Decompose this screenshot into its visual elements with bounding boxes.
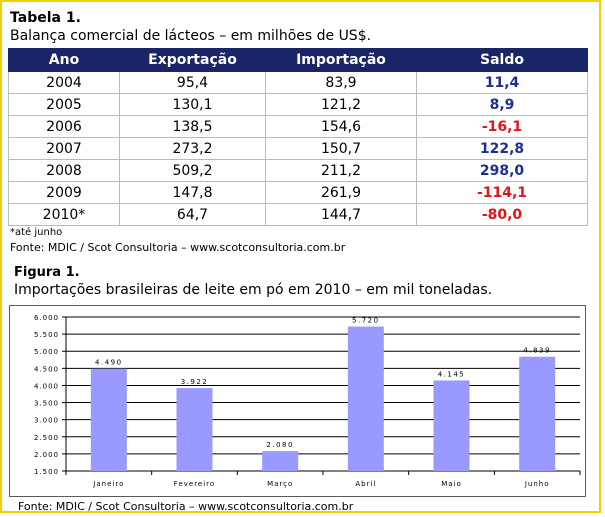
x-tick-label: Junho: [524, 480, 550, 488]
data-label: 4.490: [95, 359, 123, 367]
data-label: 3.922: [181, 378, 209, 386]
cell-exportacao: 138,5: [119, 115, 266, 138]
cell-ano: 2007: [8, 137, 120, 160]
cell-saldo: 122,8: [416, 137, 588, 160]
data-label: 4.145: [438, 370, 466, 378]
cell-importacao: 83,9: [265, 71, 417, 94]
cell-importacao: 211,2: [265, 159, 417, 182]
table-row: 2005 130,1 121,2 8,9: [8, 93, 588, 116]
cell-ano: 2004: [8, 71, 120, 94]
cell-ano: 2009: [8, 181, 120, 204]
cell-exportacao: 64,7: [119, 203, 266, 226]
chart-box: 1.500 2.000 2.500 3.000 3.500 4.000 4.500 5.000…: [9, 305, 586, 497]
header-importacao: Importação: [265, 48, 417, 72]
x-tick-label: Março: [267, 480, 293, 488]
y-tick-label: 3.500: [34, 400, 59, 408]
y-tick-label: 6.000: [34, 314, 59, 322]
table-row: 2007 273,2 150,7 122,8: [8, 137, 588, 160]
table-note: *até junho: [10, 227, 63, 238]
x-tick-label: Fevereiro: [174, 480, 215, 488]
figure-title: Figura 1.: [14, 265, 80, 280]
cell-saldo: -114,1: [416, 181, 588, 204]
cell-exportacao: 130,1: [119, 93, 266, 116]
table-row: 2004 95,4 83,9 11,4: [8, 71, 588, 94]
data-label: 5.720: [352, 317, 380, 325]
cell-ano: 2006: [8, 115, 120, 138]
header-exportacao: Exportação: [119, 48, 266, 72]
y-tick-label: 4.000: [34, 382, 59, 390]
bar: [519, 356, 556, 471]
table-header-row: Ano Exportação Importação Saldo: [8, 48, 588, 72]
trade-balance-table: Ano Exportação Importação Saldo 2004 95,4…: [8, 48, 588, 226]
cell-importacao: 261,9: [265, 181, 417, 204]
cell-exportacao: 95,4: [119, 71, 266, 94]
table-row: 2010* 64,7 144,7 -80,0: [8, 203, 588, 226]
y-tick-label: 5.500: [34, 331, 59, 339]
cell-saldo: -80,0: [416, 203, 588, 226]
cell-saldo: -16,1: [416, 115, 588, 138]
figure-source: Fonte: MDIC / Scot Consultoria – www.sco…: [18, 500, 354, 513]
bar: [176, 388, 213, 471]
table-row: 2009 147,8 261,9 -114,1: [8, 181, 588, 204]
cell-importacao: 150,7: [265, 137, 417, 160]
y-tick-label: 1.500: [34, 468, 59, 476]
y-tick-label: 5.000: [34, 348, 59, 356]
cell-saldo: 298,0: [416, 159, 588, 182]
table-row: 2008 509,2 211,2 298,0: [8, 159, 588, 182]
cell-importacao: 121,2: [265, 93, 417, 116]
table-title: Tabela 1.: [10, 10, 81, 26]
table-source: Fonte: MDIC / Scot Consultoria – www.sco…: [10, 241, 346, 254]
table-subtitle: Balança comercial de lácteos – em milhõe…: [10, 28, 372, 44]
y-tick-label: 2.500: [34, 434, 59, 442]
bar: [347, 326, 384, 471]
x-tick-label: Maio: [441, 480, 462, 488]
bar-chart: 1.500 2.000 2.500 3.000 3.500 4.000 4.500 5.000…: [34, 314, 581, 488]
header-ano: Ano: [8, 48, 120, 72]
cell-exportacao: 273,2: [119, 137, 266, 160]
data-label: 2.080: [266, 441, 294, 449]
header-saldo: Saldo: [416, 48, 588, 72]
bar: [433, 380, 470, 471]
cell-importacao: 154,6: [265, 115, 417, 138]
table-row: 2006 138,5 154,6 -16,1: [8, 115, 588, 138]
y-tick-label: 2.000: [34, 451, 59, 459]
cell-importacao: 144,7: [265, 203, 417, 226]
cell-ano: 2010*: [8, 203, 120, 226]
bar: [262, 451, 299, 471]
cell-ano: 2008: [8, 159, 120, 182]
cell-saldo: 11,4: [416, 71, 588, 94]
bar: [90, 368, 127, 471]
cell-exportacao: 147,8: [119, 181, 266, 204]
x-tick-label: Janeiro: [92, 480, 124, 488]
cell-ano: 2005: [8, 93, 120, 116]
figure-subtitle: Importações brasileiras de leite em pó e…: [14, 282, 493, 298]
cell-saldo: 8,9: [416, 93, 588, 116]
data-label: 4.839: [523, 347, 551, 355]
x-tick-label: Abril: [355, 480, 376, 488]
y-tick-label: 3.000: [34, 417, 59, 425]
y-tick-label: 4.500: [34, 365, 59, 373]
cell-exportacao: 509,2: [119, 159, 266, 182]
